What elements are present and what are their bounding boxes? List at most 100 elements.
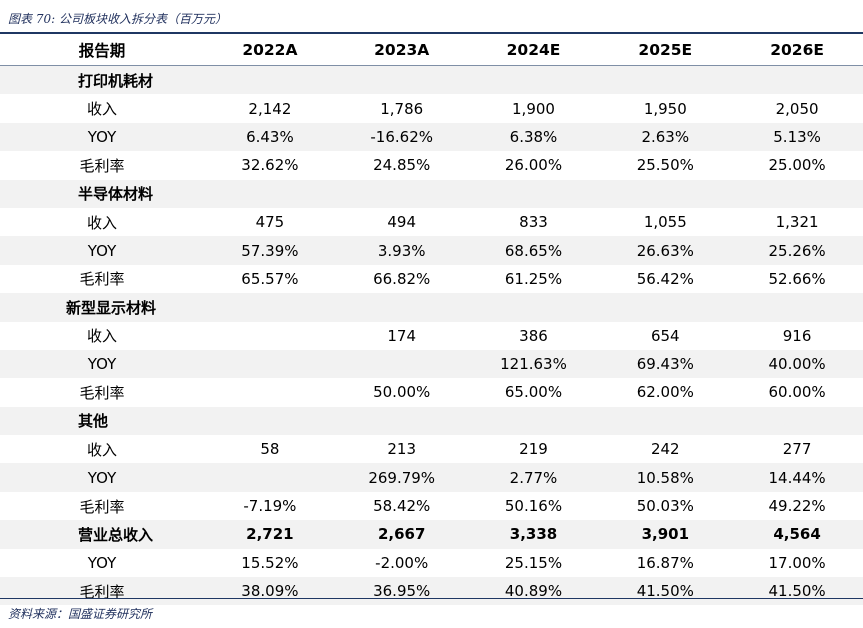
cell-value: 38.09% [204, 577, 336, 606]
row-label: 收入 [86, 327, 117, 346]
cell-value [731, 179, 863, 208]
header-2022a: 2022A [204, 34, 336, 66]
cell-value: 25.15% [504, 553, 563, 572]
cell-value [731, 293, 863, 322]
cell-value: 219 [519, 440, 548, 459]
cell-value: 40.89% [467, 577, 600, 606]
table-row: 收入 58 213 219 242 277 [0, 435, 863, 463]
cell-value [731, 406, 863, 436]
cell-value: 654 [650, 326, 680, 345]
cell-value: 65.57% [241, 269, 299, 288]
cell-value: 56.42% [636, 269, 694, 288]
cell-value: 58 [260, 440, 280, 459]
cell-value: 833 [519, 213, 548, 232]
revenue-breakdown-table: 报告期 2022A 2023A 2024E 2025E 2026E 打印机耗材收… [0, 34, 863, 606]
cell-value: 65.00% [504, 383, 563, 402]
cell-value: 1,055 [643, 213, 687, 232]
cell-value: 49.22% [768, 497, 826, 516]
cell-value: 2,667 [335, 520, 468, 549]
cell-value [599, 293, 732, 322]
cell-value [467, 406, 600, 436]
cell-value [204, 463, 336, 492]
cell-value: 26.00% [504, 156, 563, 175]
header-2026e: 2026E [731, 34, 863, 66]
cell-value [335, 349, 468, 379]
cell-value: -2.00% [375, 553, 429, 572]
cell-value: 10.58% [599, 463, 732, 492]
row-label: 毛利率 [79, 156, 125, 175]
cell-value [204, 378, 336, 406]
cell-value: 269.79% [335, 463, 468, 492]
table-row: 毛利率 32.62% 24.85% 26.00% 25.50% 25.00% [0, 151, 863, 179]
row-label: YOY [87, 553, 117, 572]
cell-value: 25.00% [768, 156, 826, 175]
cell-value: 69.43% [599, 349, 732, 379]
row-label: 收入 [86, 213, 117, 232]
header-period: 报告期 [0, 34, 204, 66]
cell-value: 2,050 [775, 99, 819, 118]
table-caption: 图表 70: 公司板块收入拆分表（百万元） [8, 12, 227, 26]
row-label: 半导体材料 [0, 179, 204, 208]
table-row: 收入 2,142 1,786 1,900 1,950 2,050 [0, 94, 863, 122]
cell-value: 66.82% [373, 269, 431, 288]
cell-value: 17.00% [768, 553, 826, 572]
cell-value: 16.87% [636, 553, 694, 572]
cell-value: 277 [782, 440, 812, 459]
cell-value [599, 406, 732, 436]
cell-value: 3.93% [335, 236, 468, 265]
cell-value: 40.00% [731, 349, 863, 379]
table-row: 收入 475 494 833 1,055 1,321 [0, 208, 863, 236]
cell-value: 25.26% [731, 236, 863, 265]
row-label: YOY [0, 349, 204, 379]
cell-value: 60.00% [768, 383, 826, 402]
cell-value [731, 65, 863, 95]
category-row: 新型显示材料 [0, 293, 863, 322]
cell-value: 14.44% [731, 463, 863, 492]
cell-value: 174 [387, 326, 417, 345]
bottom-rule [0, 598, 863, 599]
cell-value [335, 179, 468, 208]
table-row: 毛利率 -7.19% 58.42% 50.16% 50.03% 49.22% [0, 492, 863, 520]
row-label: 营业总收入 [0, 520, 204, 549]
row-label: YOY [0, 122, 204, 152]
cell-value: 57.39% [204, 236, 336, 265]
cell-value: 3,338 [467, 520, 600, 549]
cell-value: 50.16% [504, 497, 563, 516]
cell-value: -7.19% [243, 497, 297, 516]
row-label: 收入 [86, 100, 117, 119]
table-body: 打印机耗材 收入 2,142 1,786 1,900 1,950 2,050 YOY 6.43%… [0, 65, 863, 606]
cell-value: 1,321 [775, 213, 819, 232]
cell-value: 6.43% [204, 122, 336, 152]
cell-value [204, 322, 336, 350]
cell-value: 4,564 [731, 520, 863, 549]
cell-value: 52.66% [768, 269, 826, 288]
cell-value: 475 [255, 213, 285, 232]
cell-value: 41.50% [731, 577, 863, 606]
cell-value [467, 179, 600, 208]
row-label: 其他 [0, 406, 204, 436]
cell-value: 242 [650, 440, 680, 459]
cell-value: 386 [519, 326, 548, 345]
cell-value [204, 406, 336, 436]
table-row: YOY 269.79% 2.77% 10.58% 14.44% [0, 463, 863, 492]
header-2024e: 2024E [467, 34, 600, 66]
cell-value: 6.38% [467, 122, 600, 152]
row-label: YOY [0, 463, 204, 492]
table-row: YOY 57.39% 3.93% 68.65% 26.63% 25.26% [0, 236, 863, 265]
table-row: 收入 174 386 654 916 [0, 322, 863, 350]
total-row: 营业总收入 2,721 2,667 3,338 3,901 4,564 [0, 520, 863, 549]
cell-value: 32.62% [241, 156, 299, 175]
cell-value: 41.50% [599, 577, 732, 606]
cell-value: 1,786 [380, 99, 424, 118]
cell-value: 58.42% [373, 497, 431, 516]
cell-value [335, 406, 468, 436]
cell-value: 1,950 [643, 99, 687, 118]
header-2025e: 2025E [599, 34, 732, 66]
cell-value [335, 293, 468, 322]
cell-value: 62.00% [636, 383, 694, 402]
cell-value: 26.63% [599, 236, 732, 265]
category-row: 其他 [0, 406, 863, 436]
header-2023a: 2023A [335, 34, 468, 66]
cell-value: 5.13% [731, 122, 863, 152]
cell-value: 50.03% [636, 497, 694, 516]
